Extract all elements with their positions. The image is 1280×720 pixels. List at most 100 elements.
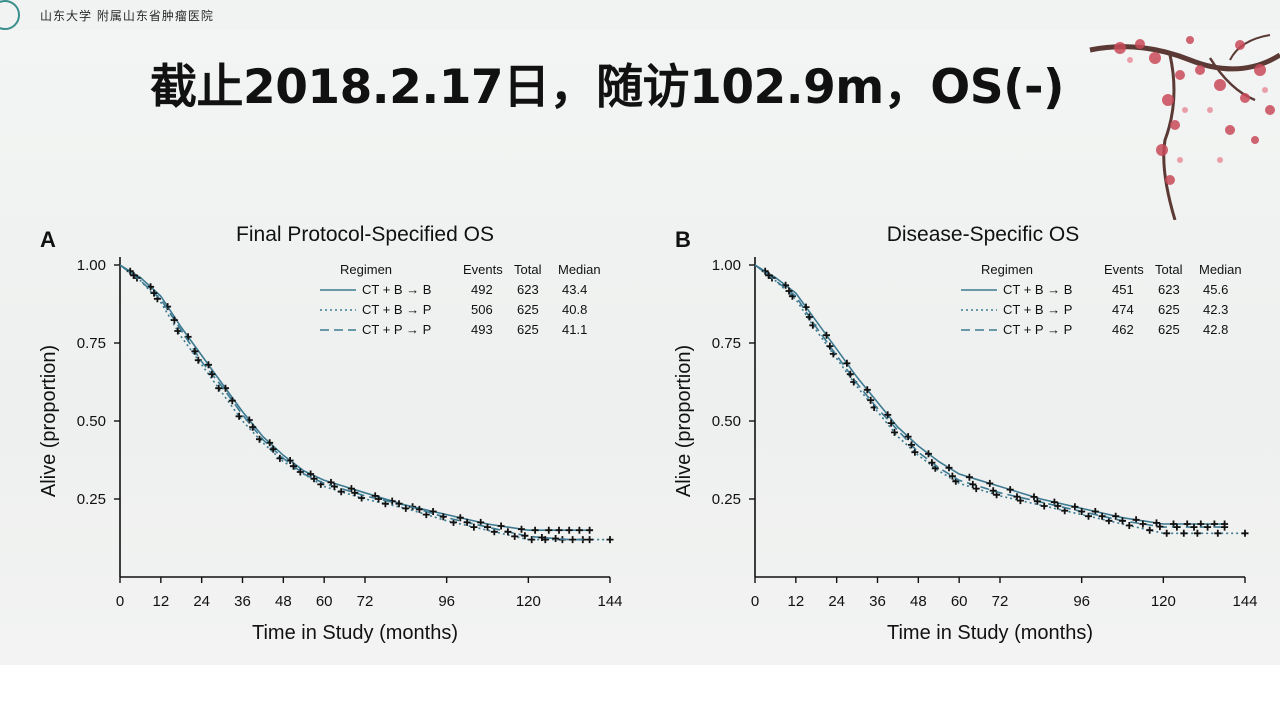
- chart-a-censor-mark: [310, 475, 318, 483]
- chart-b-censor-mark: [1033, 497, 1041, 505]
- chart-b-x-tick-label: 12: [787, 593, 804, 610]
- chart-b-censor-mark: [1016, 497, 1024, 505]
- chart-a-y-tick-label: 0.25: [77, 491, 106, 508]
- chart-b-censor-mark: [986, 479, 994, 487]
- bottom-band: [0, 665, 1280, 720]
- chart-b-censor-mark: [1054, 502, 1062, 510]
- chart-b-legend-regimen: CT + B → B: [1003, 282, 1072, 297]
- chart-b-censor-mark: [846, 370, 854, 378]
- chart-a-censor-mark: [249, 423, 257, 431]
- chart-a-legend-header: Events: [463, 262, 503, 277]
- chart-b-censor-mark: [1125, 522, 1133, 529]
- chart-b-x-tick-label: 144: [1232, 593, 1257, 610]
- chart-a-censor-mark: [429, 508, 437, 515]
- chart-a-censor-mark: [351, 489, 359, 497]
- chart-a-y-tick-label: 0.75: [77, 335, 106, 352]
- chart-b-censor-mark: [891, 428, 898, 436]
- chart-a-censor-mark: [569, 536, 577, 544]
- chart-b-censor-mark: [863, 386, 871, 394]
- chart-b-y-tick-label: 1.00: [712, 257, 741, 274]
- chart-b-panel-letter: B: [675, 227, 691, 252]
- chart-a-censor-mark: [402, 504, 410, 512]
- chart-a-svg: A Final Protocol-Specified OS 0 12 24 36 48 60 7…: [38, 223, 623, 644]
- chart-a-censor-mark: [208, 370, 216, 378]
- chart-a-legend-regimen: CT + B → P: [362, 302, 431, 317]
- chart-b-censor-mark: [867, 396, 875, 404]
- chart-b-legend-value: 625: [1158, 322, 1180, 337]
- chart-a-censor-mark: [531, 526, 539, 534]
- chart-a-series-line-3: [119, 264, 590, 541]
- chart-a-legend-value: 625: [517, 302, 539, 317]
- chart-b-censor-mark: [904, 433, 912, 441]
- chart-a-censor-mark: [330, 483, 338, 490]
- chart-a-legend-value: 492: [471, 282, 493, 297]
- slide-title: 截止2018.2.17日，随访102.9m，OS(-): [150, 60, 1065, 115]
- chart-a-censor-mark: [269, 445, 277, 453]
- chart-a-legend-value: 623: [517, 282, 539, 297]
- chart-b-censor-mark: [1013, 493, 1021, 501]
- chart-b-censor-mark: [1193, 529, 1201, 537]
- chart-a-x-tick-label: 12: [152, 593, 169, 610]
- chart-a-censor-mark: [174, 327, 182, 335]
- chart-a-x-tick-label: 120: [516, 593, 541, 610]
- chart-b-title: Disease-Specific OS: [887, 223, 1080, 246]
- chart-b-legend-header: Events: [1104, 262, 1144, 277]
- logo-text: 山东大学 附属山东省肿瘤医院: [40, 8, 214, 23]
- chart-a-censor-mark: [296, 468, 304, 476]
- chart-a-censor-mark: [484, 523, 491, 531]
- chart-b-censor-mark: [805, 313, 813, 321]
- chart-a-censor-mark: [606, 536, 614, 544]
- chart-a-censor-mark: [555, 526, 563, 534]
- chart-b-legend-regimen: CT + P → P: [1003, 322, 1072, 337]
- chart-b-censor-mark: [1030, 493, 1038, 501]
- chart-a-legend-value: 40.8: [562, 302, 587, 317]
- chart-b-legend-value: 625: [1158, 302, 1180, 317]
- chart-a-censor-mark: [395, 500, 403, 508]
- chart-a-legend-header: Median: [558, 262, 601, 277]
- chart-b-censor-mark: [948, 472, 956, 480]
- chart-a-censor-mark: [463, 518, 471, 526]
- chart-b-y-tick-label: 0.50: [712, 413, 741, 430]
- chart-a-censor-mark: [228, 397, 236, 405]
- chart-a-x-axis-label: Time in Study (months): [252, 622, 458, 644]
- chart-a-x-tick-label: 0: [116, 593, 124, 610]
- chart-a-censor-mark: [565, 526, 573, 534]
- chart-b-x-axis-label: Time in Study (months): [887, 622, 1093, 644]
- chart-b-svg: B Disease-Specific OS 0 12 24 36 48 60 72 96 120 14…: [673, 223, 1258, 644]
- chart-a-censor-mark: [511, 532, 519, 540]
- chart-b-censor-mark: [1153, 519, 1160, 527]
- chart-b-legend-header: Median: [1199, 262, 1242, 277]
- chart-b-censor-mark: [965, 473, 973, 481]
- chart-b-y-axis-label: Alive (proportion): [673, 345, 695, 497]
- chart-b-censor-mark: [782, 281, 790, 289]
- chart-b-censor-mark: [989, 487, 997, 495]
- chart-b-censor-mark: [945, 464, 953, 472]
- chart-b-censor-mark: [1241, 529, 1249, 537]
- chart-b-censor-mark: [1112, 512, 1120, 520]
- chart-a-legend-header: Total: [514, 262, 542, 277]
- chart-a-censor-mark: [150, 289, 158, 297]
- chart-b-censor-mark: [1119, 517, 1126, 525]
- chart-b-censor-mark: [884, 411, 892, 419]
- chart-a-censor-mark: [552, 535, 560, 542]
- chart-b-legend-header: Regimen: [981, 262, 1033, 277]
- chart-b-censor-mark: [972, 485, 980, 493]
- chart-b-censor-mark: [765, 271, 773, 279]
- chart-a-censor-mark: [337, 488, 345, 496]
- panel-a-chart: A Final Protocol-Specified OS 0 12 24 36 48 60 7…: [20, 185, 630, 655]
- chart-b-censor-mark: [1078, 508, 1086, 515]
- chart-b-censor-mark: [823, 331, 830, 339]
- chart-a-x-tick-label: 24: [193, 593, 210, 610]
- chart-b-censor-mark: [826, 342, 834, 350]
- chart-a-censor-mark: [545, 526, 553, 534]
- chart-a-censor-mark: [205, 361, 212, 369]
- chart-b-legend-value: 45.6: [1203, 282, 1228, 297]
- chart-a-censor-mark: [575, 526, 583, 534]
- chart-b-x-tick-label: 0: [751, 593, 759, 610]
- chart-b-x-tick-label: 60: [951, 593, 968, 610]
- chart-a-censor-mark: [130, 271, 138, 279]
- chart-b-y-tick-label: 0.25: [712, 491, 741, 508]
- chart-a-x-tick-label: 36: [234, 593, 251, 610]
- slide: 截止2018.2.17日，随访102.9m，OS(-) A Final Proto…: [0, 30, 1280, 665]
- chart-b-legend-regimen: CT + B → P: [1003, 302, 1072, 317]
